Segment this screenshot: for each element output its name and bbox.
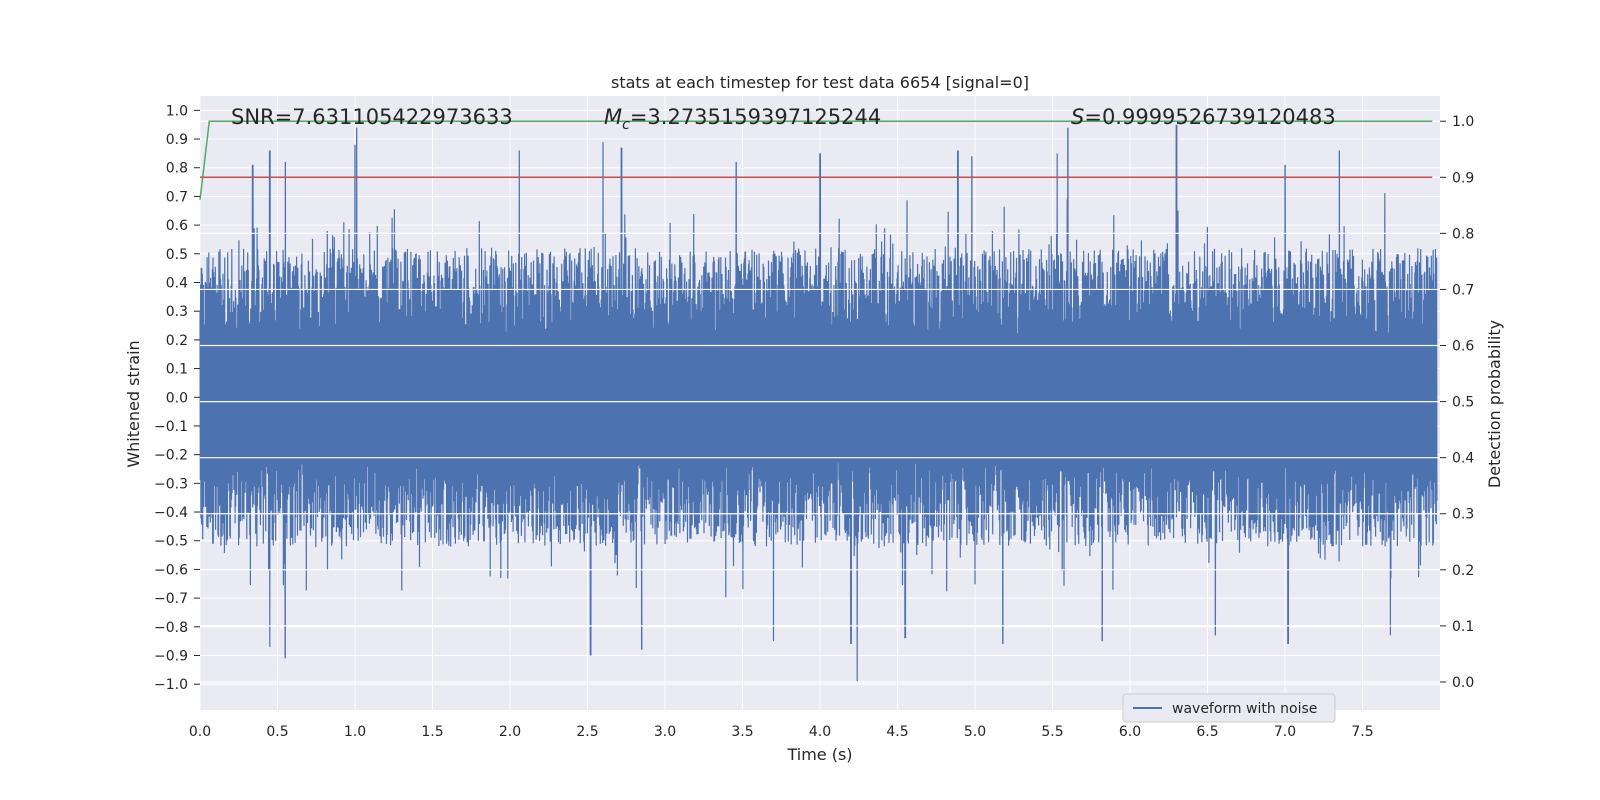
y-axis-label: Whitened strain <box>124 340 143 467</box>
y2-tick-label: 0.6 <box>1452 339 1474 355</box>
x-axis-ticks: 0.0 0.5 1.0 1.5 2.0 2.5 3.0 3.5 4.0 4.5 5.0 5.5 6.0 6… <box>189 724 1374 740</box>
y-tick-label: −0.1 <box>154 419 188 435</box>
y2-tick-label: 0.0 <box>1452 675 1474 691</box>
x-tick-label: 5.5 <box>1041 724 1063 740</box>
y-tick-label: −0.5 <box>154 534 188 550</box>
chirp-mass-subscript: c <box>622 117 630 133</box>
y-tick-label: −0.8 <box>154 620 188 636</box>
y-tick-label: 0.1 <box>166 362 188 378</box>
y2-tick-label: 0.3 <box>1452 507 1474 523</box>
legend-label: waveform with noise <box>1172 701 1317 717</box>
x-tick-label: 7.5 <box>1351 724 1373 740</box>
x-tick-label: 0.0 <box>189 724 211 740</box>
y2-tick-label: 0.5 <box>1452 395 1474 411</box>
probability-series <box>199 120 1433 200</box>
y-tick-label: 0.2 <box>166 333 188 349</box>
y-tick-label: 0.4 <box>166 275 188 291</box>
x-tick-label: 3.0 <box>654 724 676 740</box>
y2-axis-ticks: 1.0 0.9 0.8 0.7 0.6 0.5 0.4 0.3 0.2 0.1 0.0 <box>1440 114 1474 691</box>
probability-line <box>199 120 1433 200</box>
y-tick-label: 1.0 <box>166 103 188 119</box>
y2-tick-label: 0.4 <box>1452 451 1474 467</box>
y2-tick-label: 0.9 <box>1452 170 1474 186</box>
score-annotation: S=0.9999526739120483 <box>1071 105 1336 129</box>
y2-tick-label: 0.8 <box>1452 226 1474 242</box>
chart-title: stats at each timestep for test data 665… <box>611 73 1029 92</box>
x-tick-label: 1.5 <box>421 724 443 740</box>
waveform-series <box>199 124 1438 682</box>
chirp-mass-value: =3.2735159397125244 <box>630 105 881 129</box>
snr-annotation: SNR=7.631105422973633 <box>231 105 513 129</box>
x-tick-label: 4.0 <box>809 724 831 740</box>
score-value: =0.9999526739120483 <box>1084 105 1335 129</box>
x-tick-label: 4.5 <box>886 724 908 740</box>
x-tick-label: 3.5 <box>731 724 753 740</box>
y-tick-label: −0.7 <box>154 591 188 607</box>
x-tick-label: 5.0 <box>964 724 986 740</box>
y-tick-label: −0.2 <box>154 448 188 464</box>
x-tick-label: 2.5 <box>576 724 598 740</box>
y-tick-label: 0.5 <box>166 247 188 263</box>
x-axis-label: Time (s) <box>786 745 852 764</box>
legend: waveform with noise <box>1122 693 1336 723</box>
x-tick-label: 1.0 <box>344 724 366 740</box>
y-tick-label: −0.9 <box>154 648 188 664</box>
y-tick-label: −0.6 <box>154 562 188 578</box>
chirp-mass-annotation: Mc=3.2735159397125244 <box>604 105 881 133</box>
y-tick-label: 0.9 <box>166 132 188 148</box>
score-symbol: S <box>1071 105 1084 129</box>
x-tick-label: 6.5 <box>1196 724 1218 740</box>
legend-box <box>1122 693 1336 723</box>
chirp-mass-symbol: M <box>604 105 622 129</box>
y-tick-label: −0.3 <box>154 476 188 492</box>
y2-axis-label: Detection probability <box>1485 320 1504 488</box>
y2-tick-label: 0.1 <box>1452 619 1474 635</box>
y-tick-label: 0.3 <box>166 304 188 320</box>
x-tick-label: 0.5 <box>266 724 288 740</box>
y2-tick-label: 1.0 <box>1452 114 1474 130</box>
y-tick-label: −0.4 <box>154 505 188 521</box>
y-tick-label: −1.0 <box>154 677 188 693</box>
waveform-line <box>199 124 1438 682</box>
x-tick-label: 2.0 <box>499 724 521 740</box>
y-tick-label: 0.0 <box>166 390 188 406</box>
y-tick-label: 0.8 <box>166 161 188 177</box>
x-tick-label: 7.0 <box>1274 724 1296 740</box>
y2-tick-label: 0.7 <box>1452 282 1474 298</box>
y-tick-label: 0.7 <box>166 189 188 205</box>
x-tick-label: 6.0 <box>1119 724 1141 740</box>
y-axis-ticks: 1.0 0.9 0.8 0.7 0.6 0.5 0.4 0.3 0.2 0.1 0.0 −0.1 −0.… <box>154 103 200 693</box>
y-tick-label: 0.6 <box>166 218 188 234</box>
y2-tick-label: 0.2 <box>1452 563 1474 579</box>
